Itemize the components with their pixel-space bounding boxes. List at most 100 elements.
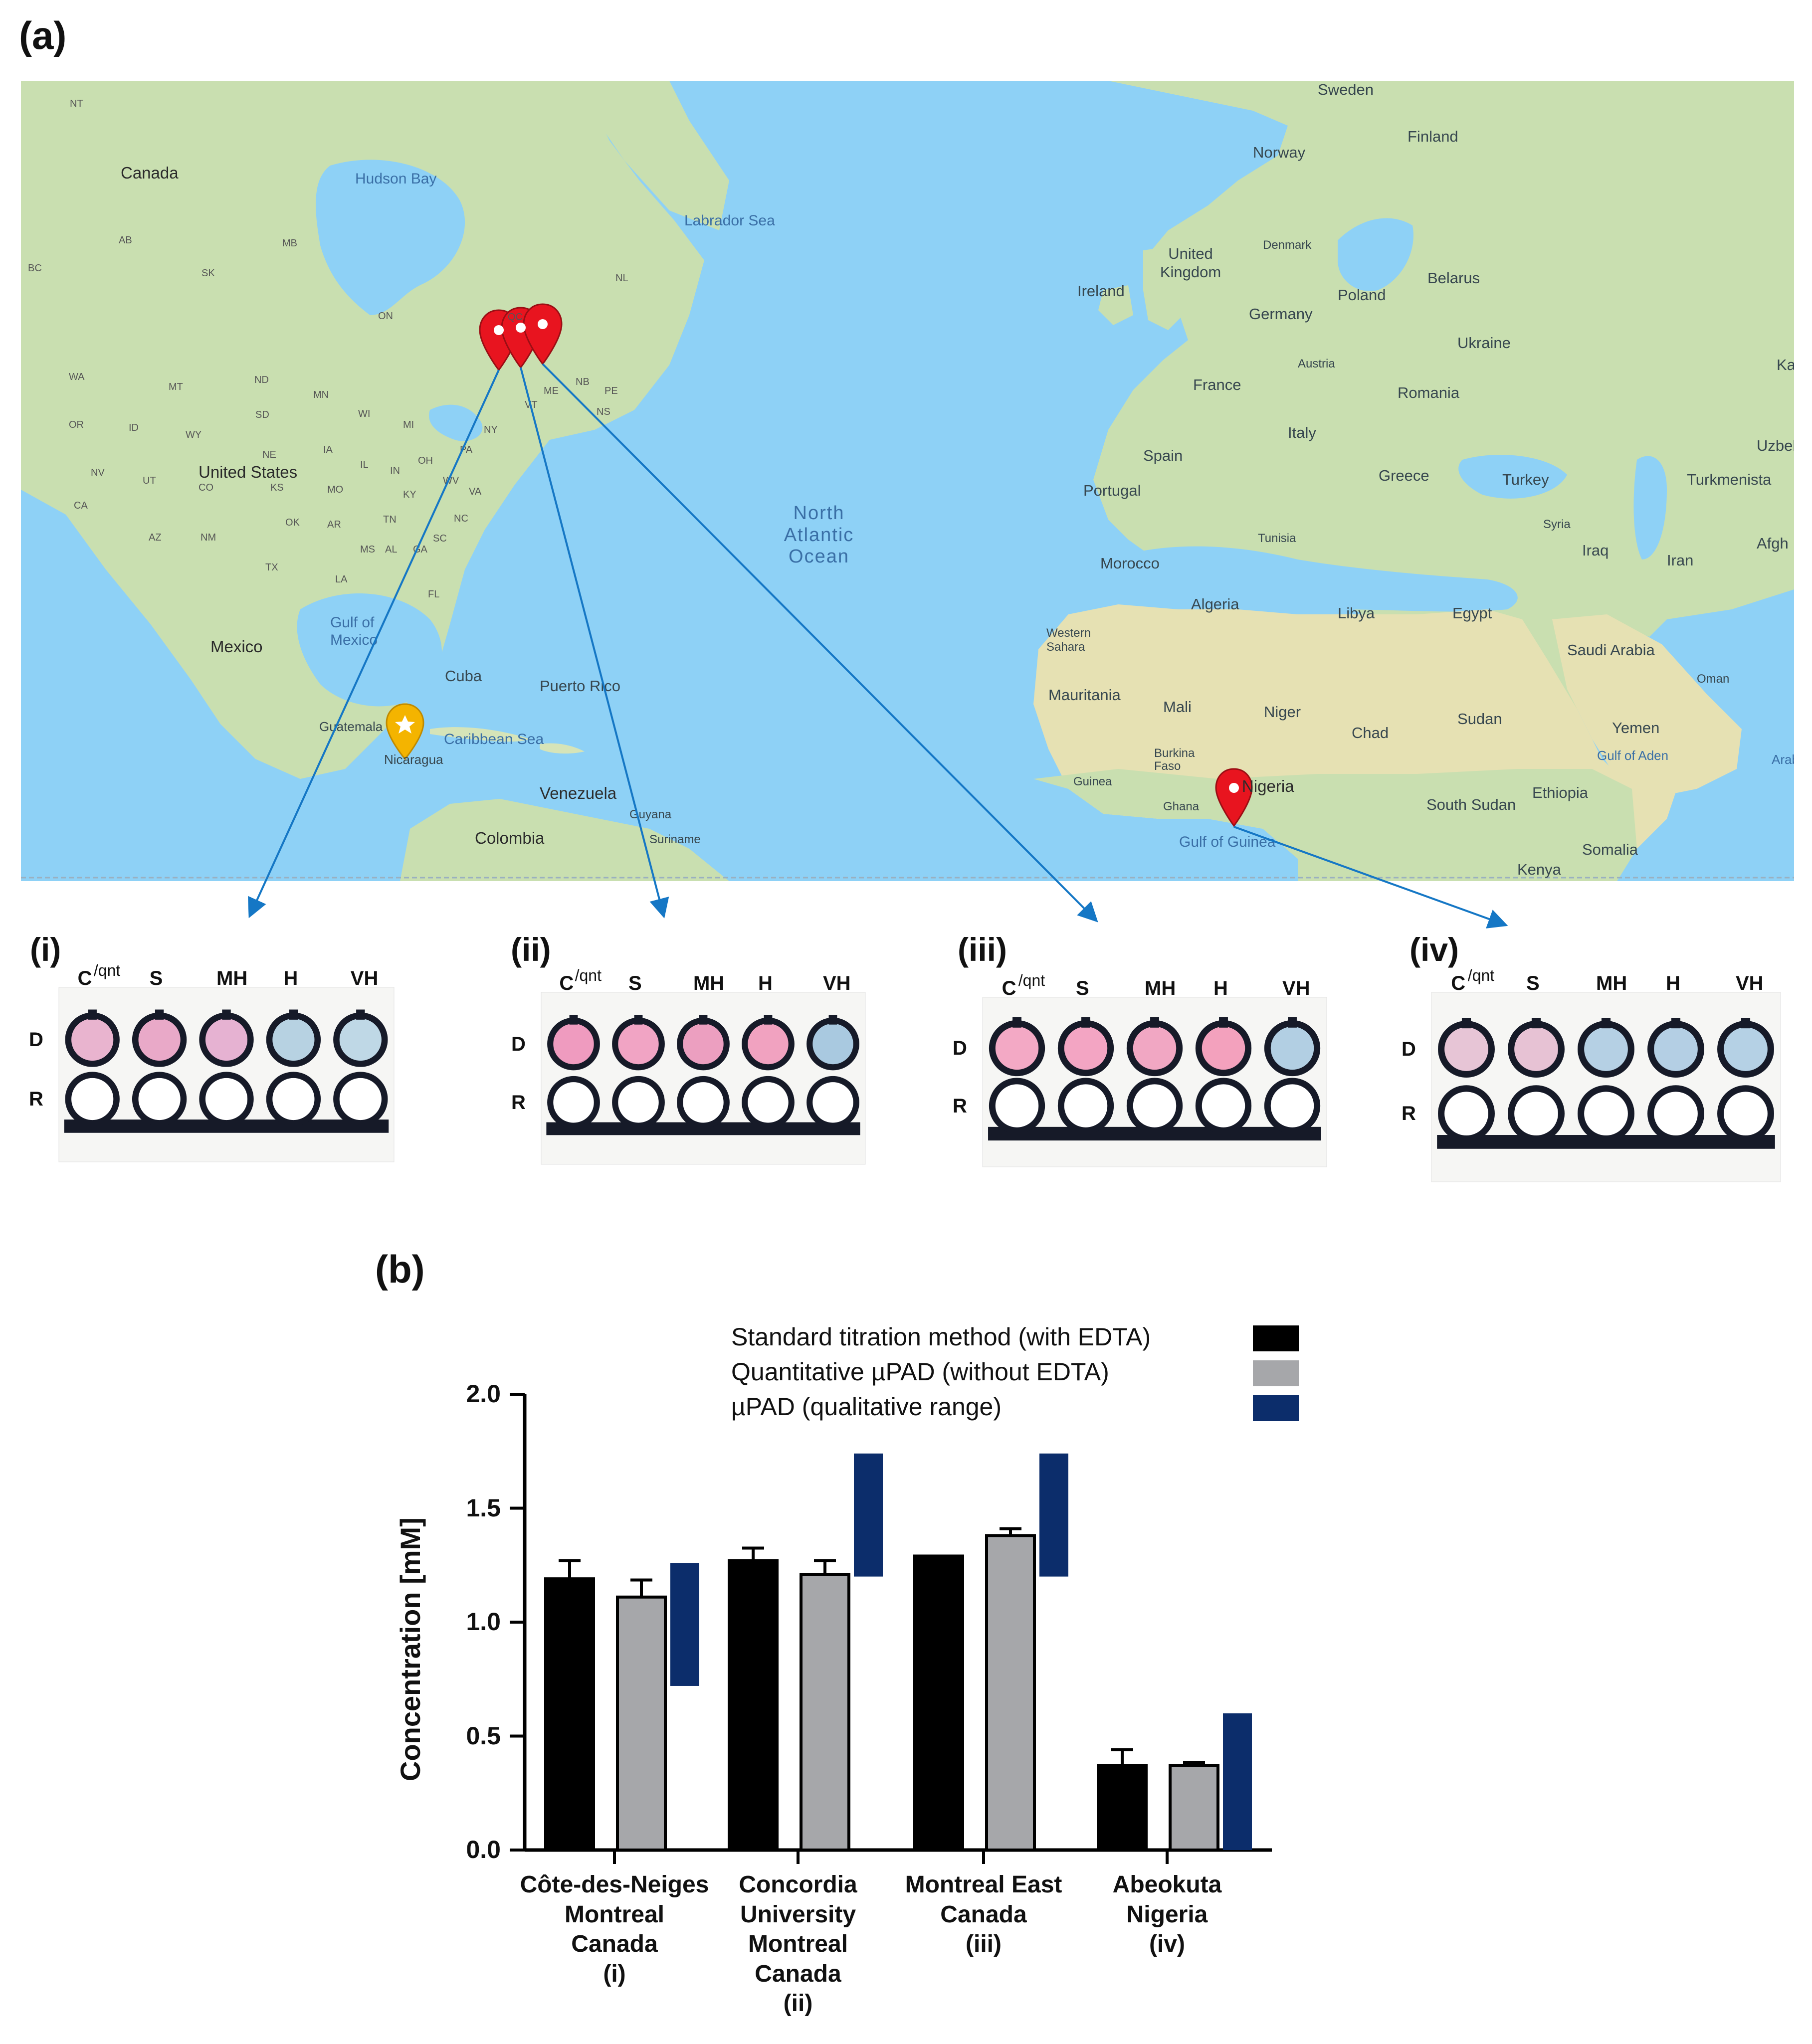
map-label-ut: UT [143,475,156,486]
map-label-somalia: Somalia [1582,841,1638,858]
bar-qualitative-range [1039,1453,1068,1577]
map-label-niger: Niger [1264,703,1301,721]
paper-strip [982,997,1327,1167]
strip-column-label: S [149,967,163,989]
legend-swatch [1253,1360,1299,1386]
reference-zone [989,1078,1045,1134]
hudson-bay-water [316,160,465,315]
legend-entry-label: µPAD (qualitative range) [731,1393,1002,1421]
strip-label: (iii) [958,931,1007,968]
map-label-id: ID [129,422,139,433]
map-label-turkey: Turkey [1502,471,1549,488]
strip-column-label: /qnt [575,966,602,984]
map-label-bc: BC [28,263,42,274]
strip-row-label: D [29,1029,43,1051]
strip-column-label: VH [1736,972,1764,994]
map-label-tunisia: Tunisia [1258,532,1296,545]
map-label-kazakhstan: Ka [1777,356,1794,373]
map-label-afghanistan: Afgh [1757,535,1789,552]
map-label-yemen: Yemen [1612,719,1660,737]
map-label-libya: Libya [1338,604,1375,622]
x-category-label: Concordia University Montreal Canada (ii) [739,1870,857,2019]
x-category-label-line: Montreal East [905,1871,1062,1898]
reference-zone [806,1076,859,1129]
reference-zone [612,1076,665,1129]
strip-row-label: R [1402,1103,1416,1125]
x-category-label-line: (iii) [966,1931,1002,1958]
reference-zone [1578,1085,1634,1142]
strip-row-label: D [1402,1038,1416,1060]
paper-strip [1431,992,1781,1182]
strip-column-label: C [77,967,92,989]
map-label-az: AZ [149,532,162,543]
paper-strip [58,987,395,1162]
reference-zone [1264,1078,1321,1134]
map-label-saudi-arabia: Saudi Arabia [1567,641,1655,659]
y-tick-label: 1.0 [466,1608,501,1636]
map-label-mb: MB [282,238,297,249]
x-category-label-line: Côte-des-Neiges [520,1871,709,1898]
map-label-ireland: Ireland [1077,282,1125,300]
map-label-belarus: Belarus [1427,269,1480,287]
map-label-morocco: Morocco [1100,555,1160,572]
map-label-turkmenistan: Turkmenista [1687,471,1772,488]
map-label-ethiopia: Ethiopia [1532,784,1589,801]
reference-zone [1195,1078,1252,1134]
bar-qualitative-range [1223,1713,1252,1850]
map-label-nm: NM [201,532,216,543]
y-tick-label: 0.5 [466,1721,501,1750]
strip-column-label: VH [823,972,851,994]
x-category-label-line: Montreal [564,1901,664,1928]
strip-column-label: VH [1282,977,1310,999]
x-category-label-line: Canada [571,1931,658,1958]
map-label-south-sudan: South Sudan [1426,796,1516,813]
panel-a-label: (a) [19,13,67,57]
bar-quantitative-upad [1169,1764,1219,1852]
bar-quantitative-upad [616,1595,667,1852]
bar-qualitative-range [670,1563,699,1686]
map-label-gulf-of-aden: Gulf of Aden [1597,748,1669,763]
strip-column-label: H [1666,972,1680,994]
strip-column-label: S [1076,977,1089,999]
strip-column-label: H [1213,977,1228,999]
map-label-poland: Poland [1338,286,1386,304]
bar-titration [728,1559,779,1852]
bar-quantitative-upad [985,1534,1036,1852]
x-category-label-line: Abeokuta [1112,1871,1222,1898]
map-label-uzbekistan: Uzbel [1757,437,1794,454]
map-label-germany: Germany [1249,305,1313,323]
map-label-sk: SK [201,268,215,279]
map-label-nv: NV [91,467,105,478]
strip-column-label: S [1526,972,1540,994]
x-category-label-line: (ii) [783,1990,813,2017]
x-category-label: Abeokuta Nigeria (iv) [1113,1870,1222,1959]
map-label-france: France [1193,376,1241,393]
reference-zone [1438,1085,1495,1142]
reference-zone [1647,1085,1704,1142]
reference-zone [677,1076,730,1129]
x-category-label-line: University [740,1901,856,1928]
x-category-label: Côte-des-Neiges Montreal Canada (i) [520,1870,709,1989]
map-label-mali: Mali [1163,698,1192,716]
map-label-labrador-sea: Labrador Sea [684,212,775,229]
reference-zone [199,1072,254,1126]
map-label-ukraine: Ukraine [1457,334,1511,352]
uk-island [1143,245,1193,330]
strip-column-label: H [758,972,773,994]
map-label-ab: AB [119,235,132,246]
map-label-italy: Italy [1288,424,1316,441]
strip-column-label: C [1451,972,1466,994]
reference-zone [1508,1085,1565,1142]
strip-column-label: H [283,967,298,989]
x-category-label-line: Canada [755,1960,841,1987]
y-tick-label: 2.0 [466,1380,501,1408]
map-label-burkina-faso: Burkina Faso [1154,746,1195,773]
ireland-island [1098,285,1133,325]
bar-titration [1097,1764,1148,1852]
labrador-landmass [570,81,729,230]
strip-column-label: VH [350,967,379,989]
x-category-label-line: Concordia [739,1871,857,1898]
legend-swatch [1253,1395,1299,1421]
map-label-denmark: Denmark [1263,238,1312,252]
reference-zone [547,1076,600,1129]
